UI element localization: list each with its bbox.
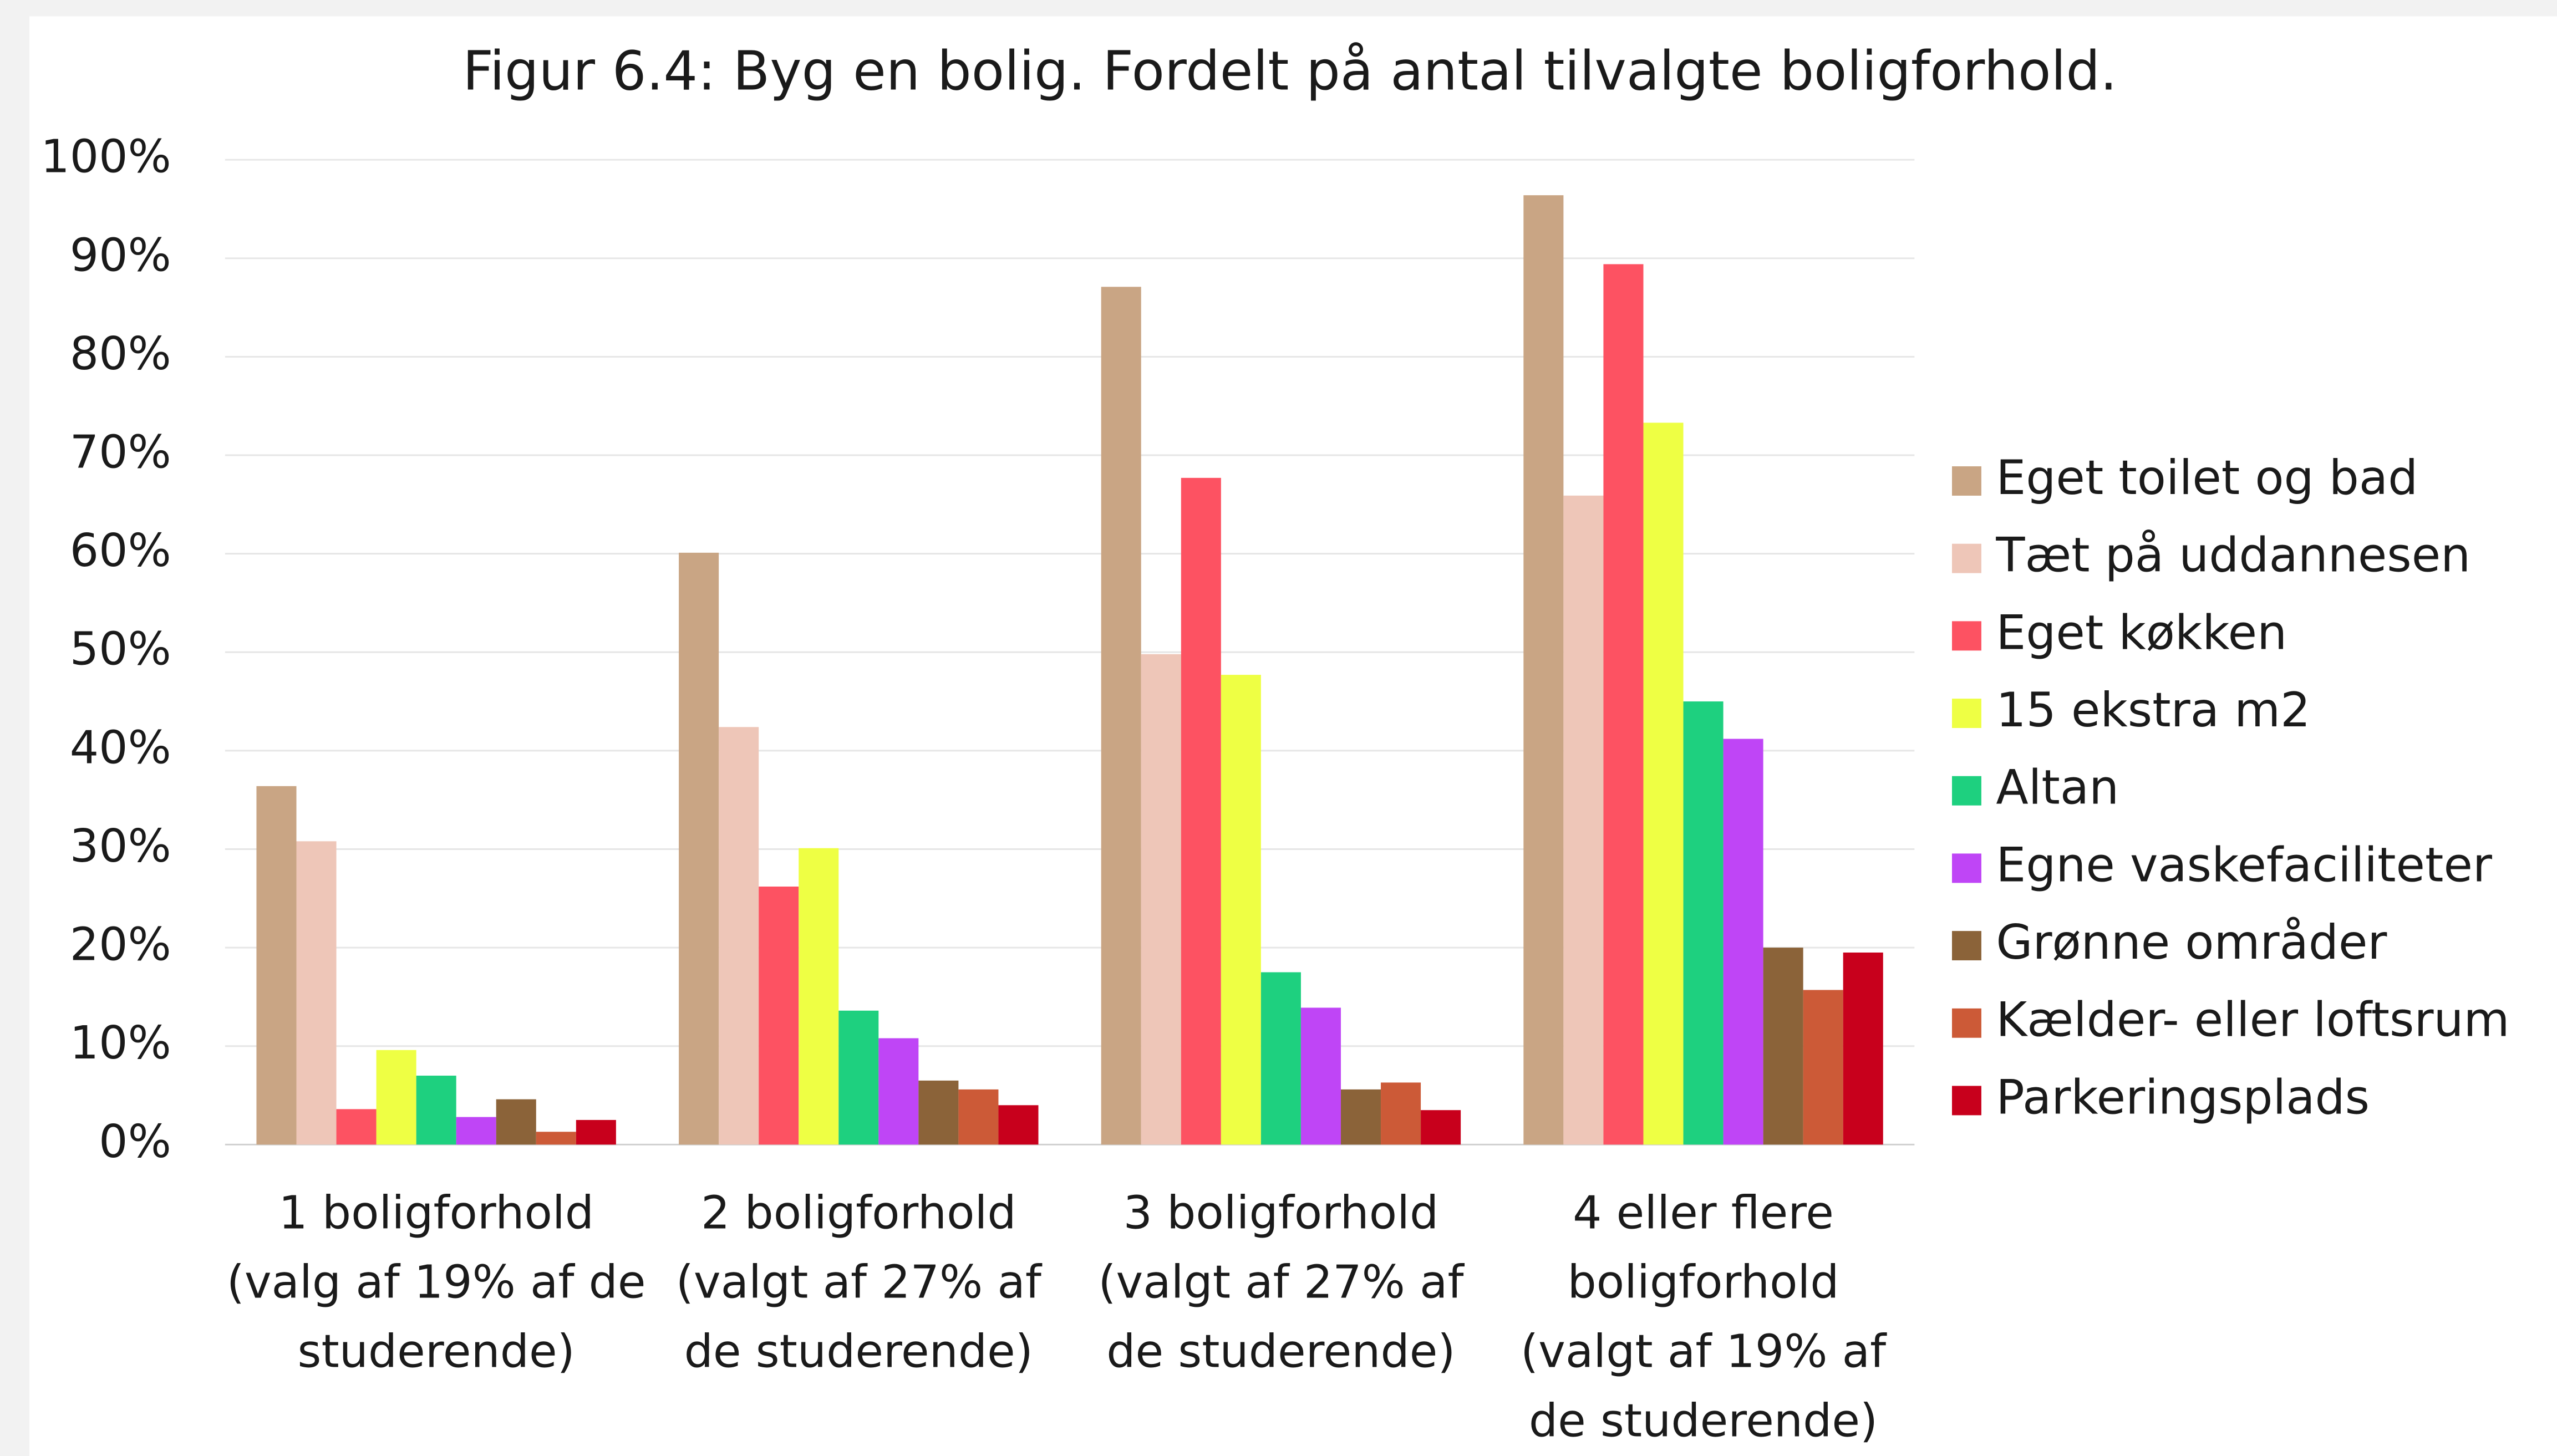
- legend-label: Tæt på uddannesen: [1995, 528, 2470, 583]
- bar: [1381, 1082, 1421, 1145]
- bar: [536, 1132, 576, 1145]
- legend-swatch: [1951, 853, 1981, 883]
- bar: [256, 786, 297, 1145]
- bar: [1603, 264, 1644, 1145]
- bar: [958, 1089, 999, 1145]
- bar: [1803, 990, 1843, 1145]
- x-tick-label: 2 boligforhold (valgt af 27% af de studere…: [676, 1187, 1043, 1378]
- bar: [679, 552, 719, 1145]
- x-tick-label: 4 eller flere boligforhold (valgt af 19% a…: [1521, 1187, 1887, 1448]
- legend-swatch: [1951, 1008, 1981, 1038]
- bar: [759, 886, 799, 1145]
- bar: [1763, 948, 1803, 1145]
- bar: [1523, 195, 1564, 1145]
- bar: [376, 1050, 416, 1145]
- y-tick-label: 80%: [70, 328, 171, 380]
- bar: [456, 1117, 496, 1145]
- legend-label: Eget toilet og bad: [1996, 451, 2418, 506]
- y-tick-label: 100%: [40, 131, 171, 184]
- chart-background: [29, 16, 2557, 1456]
- y-tick-label: 20%: [70, 919, 171, 971]
- bar: [1221, 675, 1261, 1145]
- legend-label: Egne vaskefaciliteter: [1996, 838, 2493, 893]
- bar: [1421, 1110, 1461, 1145]
- x-tick-label: 3 boligforhold (valgt af 27% af de studere…: [1098, 1187, 1465, 1378]
- bar: [838, 1010, 879, 1145]
- legend-label: 15 ekstra m2: [1996, 683, 2310, 738]
- legend-label: Eget køkken: [1996, 605, 2287, 660]
- y-tick-label: 50%: [70, 623, 171, 676]
- y-tick-label: 30%: [70, 820, 171, 873]
- bar: [296, 841, 337, 1145]
- bar: [1563, 495, 1604, 1145]
- bar: [416, 1076, 456, 1145]
- legend-swatch: [1951, 776, 1981, 806]
- legend-label: Grønne områder: [1996, 915, 2387, 970]
- bar: [1300, 1007, 1341, 1145]
- bar: [719, 727, 759, 1145]
- bar: [878, 1038, 919, 1145]
- legend-swatch: [1951, 1086, 1981, 1116]
- bar: [496, 1099, 536, 1145]
- legend-swatch: [1951, 466, 1981, 496]
- legend-swatch: [1951, 931, 1981, 961]
- y-tick-label: 90%: [70, 229, 171, 282]
- legend-swatch: [1951, 543, 1981, 573]
- legend-swatch: [1951, 699, 1981, 728]
- bar: [918, 1080, 959, 1145]
- bar: [1643, 422, 1684, 1145]
- bar: [576, 1119, 616, 1145]
- bar: [336, 1109, 377, 1145]
- bar: [998, 1105, 1039, 1145]
- y-tick-label: 60%: [70, 525, 171, 577]
- legend-label: Altan: [1996, 761, 2119, 816]
- x-tick-label: 1 boligforhold (valg af 19% af de studeren…: [227, 1187, 646, 1378]
- bar: [1843, 952, 1883, 1145]
- legend-swatch: [1951, 621, 1981, 651]
- legend-label: Kælder- eller loftsrum: [1996, 993, 2509, 1048]
- bar: [1141, 654, 1181, 1145]
- bar: [1181, 477, 1221, 1145]
- chart-title: Figur 6.4: Byg en bolig. Fordelt på anta…: [462, 40, 2117, 103]
- bar: [1101, 287, 1141, 1145]
- y-tick-label: 0%: [99, 1116, 171, 1168]
- bar: [1723, 739, 1763, 1145]
- legend-label: Parkeringsplads: [1996, 1070, 2370, 1125]
- y-tick-label: 10%: [70, 1017, 171, 1070]
- bar: [799, 848, 839, 1145]
- bar: [1683, 701, 1724, 1145]
- y-tick-label: 40%: [70, 721, 171, 774]
- bar: [1340, 1089, 1381, 1145]
- bar: [1260, 972, 1301, 1145]
- y-tick-label: 70%: [70, 426, 171, 478]
